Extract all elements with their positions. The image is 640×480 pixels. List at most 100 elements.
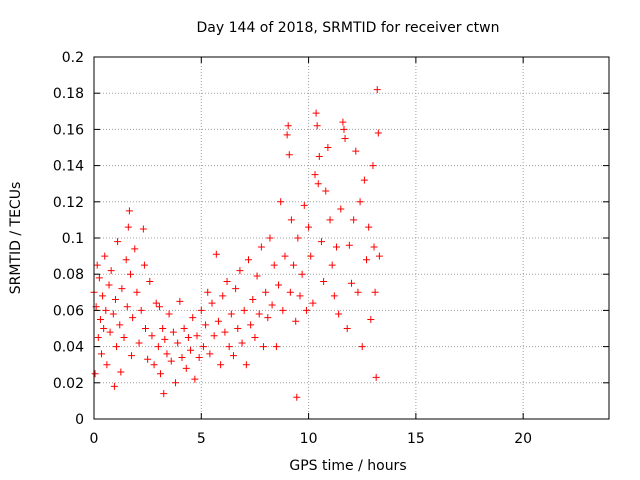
data-point [123, 303, 131, 311]
data-point [328, 261, 336, 269]
data-point [371, 288, 379, 296]
data-point [340, 125, 348, 133]
data-point [191, 375, 199, 383]
x-tick-labels: 0 5 10 15 20 [90, 431, 533, 447]
data-point [174, 339, 182, 347]
data-point [298, 270, 306, 278]
data-point [375, 252, 383, 260]
y-tick-label: 0.14 [53, 159, 84, 175]
data-point [266, 234, 274, 242]
data-point [199, 343, 207, 351]
data-point [95, 274, 103, 282]
data-point [116, 321, 124, 329]
data-point [214, 317, 222, 325]
data-point [272, 343, 280, 351]
data-point [202, 321, 210, 329]
data-point [167, 357, 175, 365]
data-point [255, 310, 263, 318]
data-point [238, 339, 246, 347]
data-point [223, 277, 231, 285]
data-point [360, 176, 368, 184]
data-point [285, 151, 293, 159]
data-point [270, 261, 278, 269]
data-point [277, 198, 285, 206]
data-point [257, 243, 265, 251]
data-point [293, 393, 301, 401]
data-point [131, 245, 139, 253]
data-point [94, 334, 102, 342]
data-point [358, 343, 366, 351]
data-point [155, 303, 163, 311]
data-point [311, 171, 319, 179]
data-point [146, 277, 154, 285]
data-point [307, 252, 315, 260]
chart-title: Day 144 of 2018, SRMTID for receiver ctw… [197, 20, 500, 36]
data-point [343, 325, 351, 332]
y-tick-label: 0.18 [53, 86, 84, 102]
y-tick-label: 0.06 [53, 303, 84, 319]
data-point [292, 317, 300, 325]
data-point [245, 256, 252, 264]
data-point [326, 216, 334, 224]
data-point [100, 325, 108, 332]
data-point [296, 292, 304, 300]
data-point [247, 321, 255, 329]
data-point [315, 153, 323, 161]
data-point [197, 306, 205, 314]
data-point [253, 272, 261, 280]
data-point [122, 256, 130, 264]
data-point [240, 306, 248, 314]
x-tick-label: 5 [197, 431, 206, 447]
axis-ticks [93, 56, 609, 420]
data-point [129, 314, 137, 322]
data-point [264, 314, 272, 322]
data-point [165, 310, 173, 318]
data-point [337, 205, 345, 213]
grid [94, 57, 609, 419]
data-point [370, 243, 378, 251]
data-points [90, 86, 383, 401]
data-point [163, 350, 171, 358]
data-point [118, 285, 126, 293]
data-point [135, 339, 143, 347]
y-tick-label: 0.2 [62, 50, 84, 66]
data-point [103, 361, 111, 369]
data-point [330, 292, 338, 300]
data-point [249, 296, 257, 304]
data-point [305, 223, 313, 231]
data-point [339, 118, 347, 126]
data-point [294, 234, 302, 242]
data-point [96, 315, 104, 323]
data-point [335, 310, 343, 318]
data-point [109, 310, 117, 318]
data-point [113, 343, 121, 351]
data-point [350, 216, 358, 224]
y-tick-label: 0.08 [53, 267, 84, 283]
data-point [369, 162, 377, 170]
data-point [210, 332, 218, 340]
data-point [320, 277, 328, 285]
data-point [98, 350, 106, 358]
data-point [225, 343, 233, 351]
data-point [281, 252, 289, 260]
data-point [219, 292, 227, 300]
data-point [372, 373, 380, 381]
data-point [287, 216, 295, 224]
data-point [234, 325, 242, 332]
data-point [208, 299, 216, 307]
data-point [348, 279, 355, 287]
data-point [232, 285, 240, 293]
data-point [204, 288, 212, 296]
data-point [128, 352, 136, 360]
data-point [341, 134, 349, 142]
data-point [172, 379, 180, 387]
y-tick-label: 0.1 [62, 231, 84, 247]
data-point [300, 201, 308, 209]
data-point [140, 261, 148, 269]
plot-frame [93, 56, 610, 420]
data-point [117, 368, 125, 376]
data-point [91, 370, 99, 378]
data-point [169, 328, 177, 336]
data-point [275, 281, 283, 289]
data-point [374, 129, 382, 137]
